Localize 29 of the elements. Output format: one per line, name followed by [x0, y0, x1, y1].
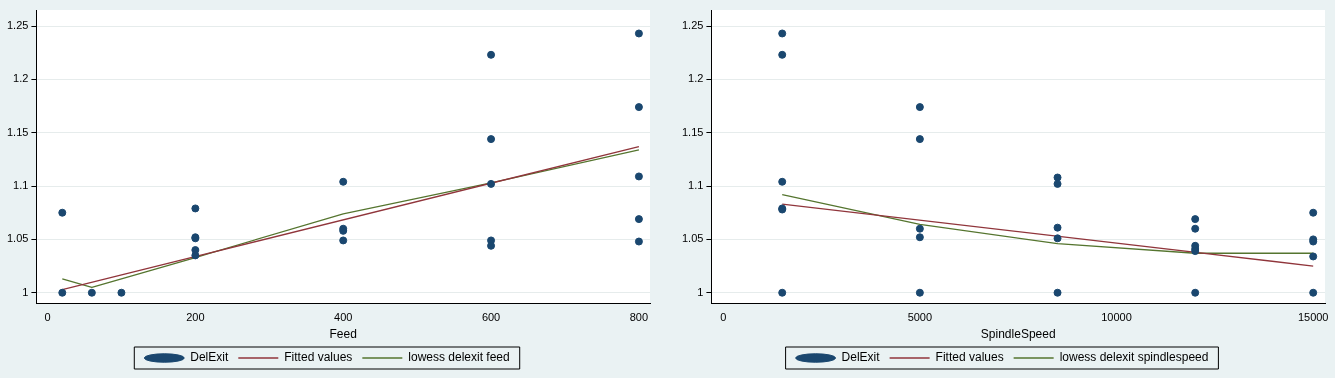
x-tick-label: 200: [186, 311, 205, 324]
y-tick-label: 1.05: [6, 232, 29, 245]
y-tick-label: 1.2: [13, 72, 29, 85]
x-axis-title: Feed: [329, 327, 357, 342]
x-tick-label: 0: [44, 311, 51, 324]
y-tick-label: 1.25: [6, 19, 29, 32]
y-tick-label: 1.1: [13, 179, 29, 192]
y-tick-label: 1.05: [681, 232, 704, 245]
y-tick-label: 1.2: [688, 72, 704, 85]
legend-label: DelExit: [190, 350, 229, 365]
y-tick-label: 1.15: [6, 125, 29, 138]
x-tick-label: 5000: [907, 311, 933, 324]
y-tick-label: 1.1: [688, 179, 704, 192]
x-axis-title: SpindleSpeed: [980, 327, 1056, 342]
y-tick-label: 1.15: [681, 125, 704, 138]
legend-label: DelExit: [841, 350, 881, 365]
legend-label: Fitted values: [284, 350, 353, 365]
x-tick-label: 600: [481, 311, 501, 324]
y-tick-label: 1: [22, 285, 29, 298]
legend-label: lowess delexit spindlespeed: [1059, 350, 1209, 365]
legend-label: lowess delexit feed: [408, 350, 510, 365]
x-tick-label: 400: [334, 311, 353, 324]
y-tick-label: 1.25: [681, 19, 704, 32]
y-tick-label: 1: [697, 285, 704, 298]
x-tick-label: 15000: [1297, 311, 1329, 324]
x-tick-label: 800: [629, 311, 649, 324]
x-tick-label: 0: [720, 311, 727, 324]
x-tick-label: 10000: [1101, 311, 1132, 324]
legend-label: Fitted values: [935, 350, 1004, 365]
